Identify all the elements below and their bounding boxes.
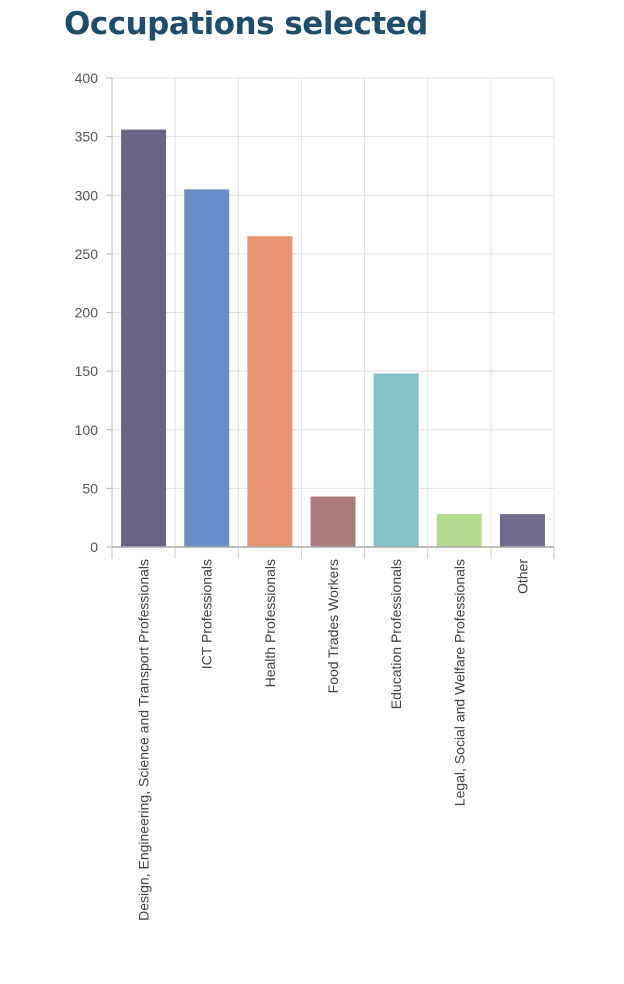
y-tick-label: 300: [75, 187, 99, 203]
y-tick-label: 250: [75, 246, 99, 262]
x-axis-labels: Design, Engineering, Science and Transpo…: [136, 559, 531, 921]
y-tick-label: 150: [75, 363, 99, 379]
y-tick-label: 400: [75, 70, 99, 86]
bar-top-edge: [436, 514, 482, 517]
y-tick-label: 100: [75, 422, 99, 438]
bar: [310, 496, 356, 547]
y-tick-label: 50: [82, 480, 98, 496]
bar: [247, 236, 293, 547]
chart-grid: [112, 77, 555, 547]
bar-top-edge: [184, 189, 230, 192]
y-tick-label: 350: [75, 129, 99, 145]
bar: [184, 189, 230, 547]
bar-top-edge: [121, 129, 167, 132]
bar: [436, 514, 482, 547]
y-tick-label: 200: [75, 305, 99, 321]
bar: [121, 129, 167, 547]
chart-bars: [121, 129, 545, 547]
bar-top-edge: [310, 496, 356, 499]
bar-top-edge: [373, 373, 419, 376]
x-category-label: Health Professionals: [262, 559, 278, 687]
bar-top-edge: [247, 236, 293, 239]
bar: [499, 514, 545, 547]
x-category-label: Legal, Social and Welfare Professionals: [451, 559, 467, 806]
y-axis-ticks: 0 50 100 150 200 250 300 350 400: [75, 70, 99, 555]
y-tick-label: 0: [90, 539, 98, 555]
x-category-label: ICT Professionals: [199, 559, 215, 669]
bar: [373, 373, 419, 547]
x-category-label: Food Trades Workers: [325, 559, 341, 693]
x-category-label: Education Professionals: [388, 559, 404, 709]
x-category-label: Other: [514, 559, 530, 594]
x-category-label: Design, Engineering, Science and Transpo…: [136, 559, 152, 921]
page-title: Occupations selected: [64, 6, 428, 42]
bar-top-edge: [499, 514, 545, 517]
chart-axes: [106, 77, 555, 559]
